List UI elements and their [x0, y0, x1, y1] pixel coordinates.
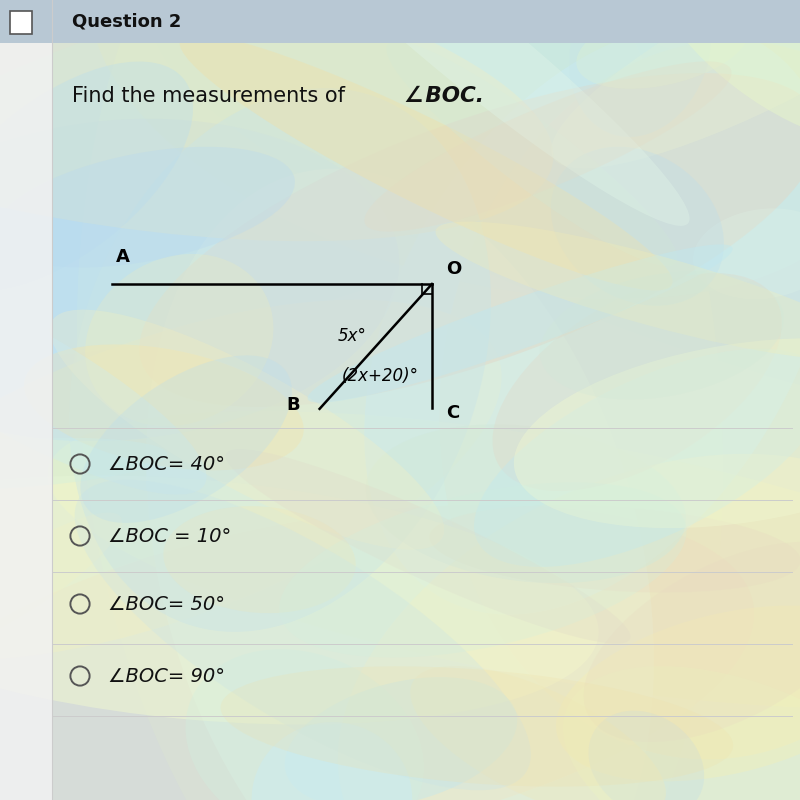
Ellipse shape	[430, 505, 800, 593]
Ellipse shape	[569, 0, 711, 137]
Ellipse shape	[583, 542, 800, 742]
Ellipse shape	[0, 146, 295, 267]
Ellipse shape	[180, 34, 673, 290]
Ellipse shape	[551, 0, 800, 168]
Ellipse shape	[439, 41, 800, 759]
Ellipse shape	[0, 300, 502, 660]
FancyBboxPatch shape	[10, 11, 32, 34]
Text: Find the measurements of: Find the measurements of	[72, 86, 358, 106]
Ellipse shape	[80, 355, 292, 523]
Text: B: B	[286, 396, 299, 414]
Ellipse shape	[474, 349, 800, 567]
Ellipse shape	[410, 666, 666, 800]
Text: ∠BOC = 10°: ∠BOC = 10°	[108, 526, 231, 546]
Ellipse shape	[576, 4, 750, 89]
Ellipse shape	[255, 0, 690, 226]
Ellipse shape	[139, 73, 800, 407]
Ellipse shape	[285, 677, 517, 800]
Ellipse shape	[588, 710, 704, 800]
Ellipse shape	[279, 482, 686, 658]
Ellipse shape	[386, 42, 678, 266]
Ellipse shape	[77, 0, 723, 800]
Ellipse shape	[0, 266, 206, 494]
Ellipse shape	[0, 0, 554, 241]
Ellipse shape	[0, 513, 122, 653]
Ellipse shape	[85, 254, 274, 426]
Ellipse shape	[221, 666, 733, 786]
Ellipse shape	[0, 62, 193, 290]
Ellipse shape	[47, 411, 800, 709]
Text: 5x°: 5x°	[338, 327, 366, 345]
Text: O: O	[446, 259, 462, 278]
Ellipse shape	[90, 0, 800, 299]
Ellipse shape	[0, 475, 598, 725]
Bar	[0, 0, 800, 43]
Ellipse shape	[186, 650, 424, 800]
Text: A: A	[116, 248, 130, 266]
Text: ∠BOC= 40°: ∠BOC= 40°	[108, 454, 225, 474]
Text: ∠BOC= 50°: ∠BOC= 50°	[108, 594, 225, 614]
Ellipse shape	[146, 169, 654, 800]
Ellipse shape	[556, 606, 800, 782]
Ellipse shape	[226, 449, 630, 643]
Ellipse shape	[693, 208, 800, 299]
Ellipse shape	[514, 338, 800, 528]
Text: ∠BOC= 90°: ∠BOC= 90°	[108, 666, 225, 686]
Ellipse shape	[50, 310, 444, 550]
Ellipse shape	[338, 454, 800, 800]
Bar	[0, 0, 52, 800]
Ellipse shape	[163, 506, 356, 613]
Ellipse shape	[0, 118, 399, 442]
Ellipse shape	[0, 0, 706, 358]
Text: C: C	[446, 404, 460, 422]
Ellipse shape	[0, 438, 167, 490]
Ellipse shape	[364, 62, 731, 232]
Ellipse shape	[650, 0, 800, 142]
Ellipse shape	[24, 345, 304, 470]
Ellipse shape	[74, 480, 530, 790]
Ellipse shape	[364, 26, 800, 614]
Ellipse shape	[493, 273, 782, 491]
Ellipse shape	[435, 222, 800, 360]
Ellipse shape	[307, 244, 733, 402]
Ellipse shape	[69, 88, 491, 632]
Ellipse shape	[551, 146, 724, 306]
Text: ∠ BOC.: ∠ BOC.	[404, 86, 484, 106]
Text: (2x+20)°: (2x+20)°	[342, 367, 418, 385]
Ellipse shape	[0, 505, 754, 800]
Ellipse shape	[366, 424, 686, 583]
Ellipse shape	[151, 0, 800, 432]
Ellipse shape	[540, 271, 784, 399]
Ellipse shape	[563, 666, 800, 800]
Ellipse shape	[252, 722, 412, 800]
Text: Question 2: Question 2	[72, 13, 182, 30]
